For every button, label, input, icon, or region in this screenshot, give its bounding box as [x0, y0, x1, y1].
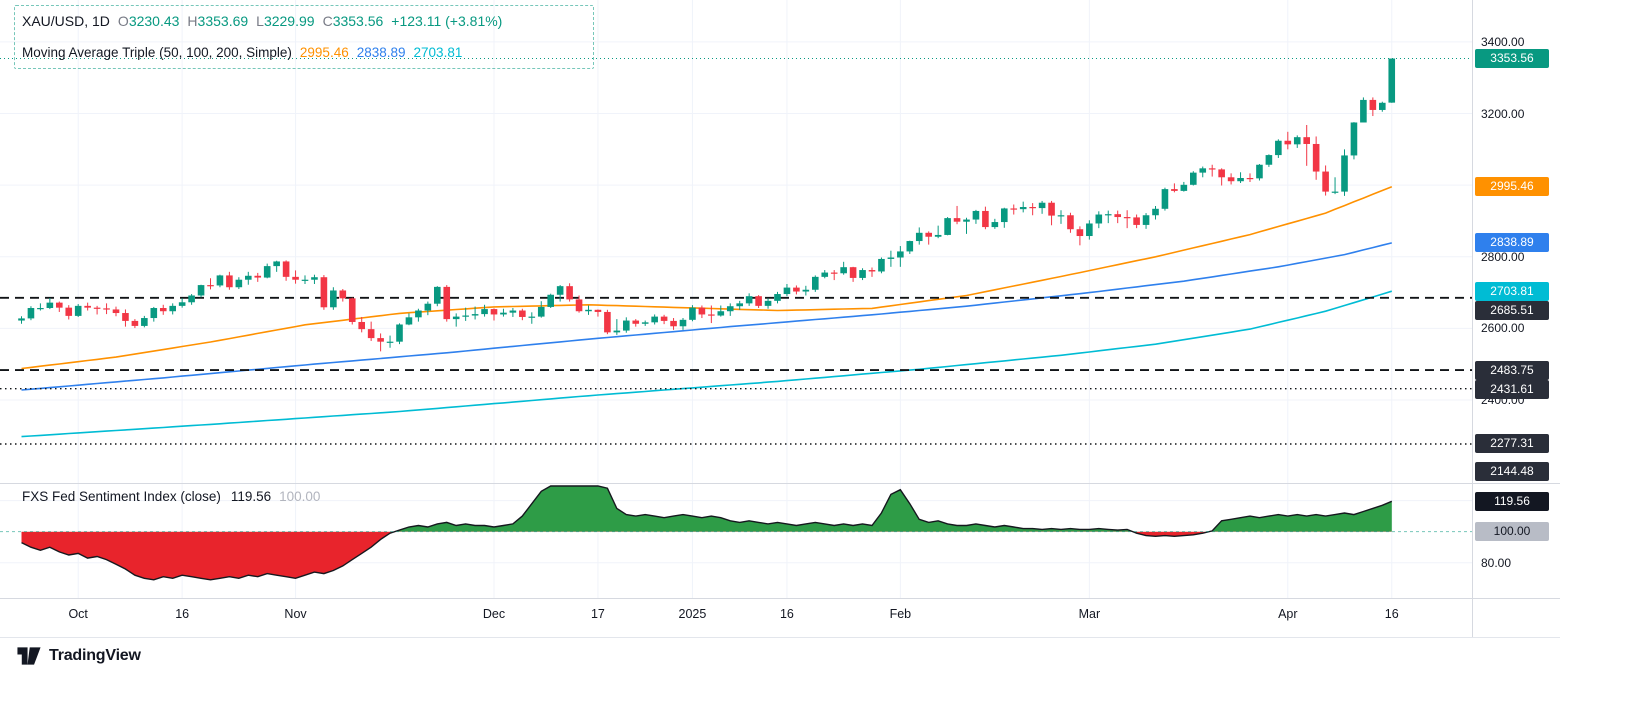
- open-value: 3230.43: [128, 13, 180, 29]
- gridlines: [0, 0, 1472, 598]
- close-value: 3353.56: [332, 13, 384, 29]
- low-value: 3229.99: [263, 13, 315, 29]
- high-label: H: [187, 13, 198, 29]
- sentiment-value: 119.56: [230, 489, 272, 504]
- ma-indicator-title[interactable]: Moving Average Triple (50, 100, 200, Sim…: [22, 45, 292, 60]
- sma-100-line[interactable]: [21, 242, 1392, 391]
- sentiment-baseline-value: 100.00: [279, 489, 321, 504]
- ma200-value: 2703.81: [413, 45, 463, 60]
- change-value: +123.11 (+3.81%): [391, 13, 503, 29]
- open-label: O: [117, 13, 129, 29]
- sma-200-line[interactable]: [21, 290, 1393, 438]
- sentiment-indicator-legend: FXS Fed Sentiment Index (close) 119.56 100…: [22, 489, 320, 504]
- low-label: L: [256, 13, 264, 29]
- symbol-title[interactable]: XAU/USD, 1D: [22, 13, 110, 29]
- high-value: 3353.69: [197, 13, 249, 29]
- ma50-value: 2995.46: [299, 45, 349, 60]
- symbol-legend: XAU/USD, 1D O3230.43 H3353.69 L3229.99 C3353…: [22, 13, 502, 29]
- candlestick-series[interactable]: [18, 58, 1396, 352]
- sentiment-area-negative: [21, 531, 1392, 580]
- ma100-value: 2838.89: [356, 45, 406, 60]
- tradingview-branding[interactable]: TradingView: [16, 645, 141, 667]
- tradingview-logo-text: TradingView: [49, 647, 141, 664]
- ma-indicator-legend: Moving Average Triple (50, 100, 200, Sim…: [22, 45, 462, 60]
- sentiment-area-positive: [394, 486, 1392, 532]
- tradingview-logo-icon: [17, 647, 41, 665]
- sentiment-indicator-title[interactable]: FXS Fed Sentiment Index (close): [22, 489, 221, 504]
- legend-selection-outline: [14, 5, 594, 69]
- sma-50-line[interactable]: [21, 186, 1393, 370]
- chart-plot-area[interactable]: [0, 0, 1640, 640]
- close-label: C: [322, 13, 333, 29]
- sentiment-line[interactable]: [21, 485, 1393, 581]
